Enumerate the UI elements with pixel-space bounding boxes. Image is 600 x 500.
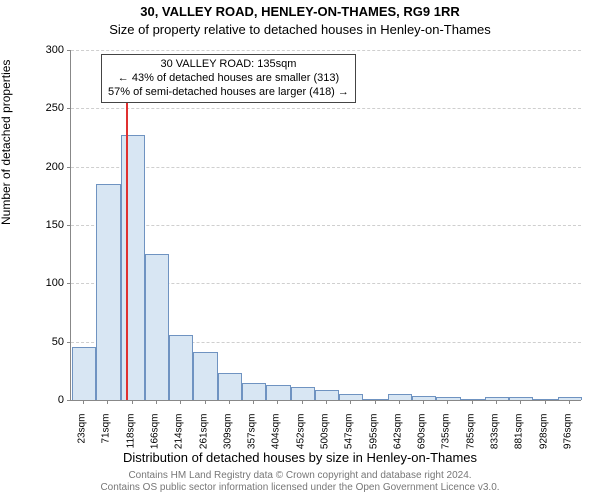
y-tick-mark: [67, 283, 71, 284]
x-tick-mark: [277, 400, 278, 404]
y-axis-label: Number of detached properties: [0, 60, 13, 225]
x-tick-mark: [180, 400, 181, 404]
y-tick-mark: [67, 108, 71, 109]
x-tick-label: 928sqm: [538, 414, 549, 462]
x-tick-label: 452sqm: [295, 414, 306, 462]
chart-plot-area: 30 VALLEY ROAD: 135sqm ← 43% of detached…: [70, 50, 581, 401]
y-tick-label: 250: [24, 102, 64, 114]
grid-line: [71, 50, 581, 51]
x-tick-label: 595sqm: [368, 414, 379, 462]
x-tick-mark: [375, 400, 376, 404]
x-tick-mark: [545, 400, 546, 404]
x-tick-label: 261sqm: [198, 414, 209, 462]
x-tick-mark: [107, 400, 108, 404]
y-tick-label: 100: [24, 277, 64, 289]
y-tick-mark: [67, 167, 71, 168]
x-tick-label: 881sqm: [514, 414, 525, 462]
footer-line2: Contains OS public sector information li…: [0, 482, 600, 494]
x-tick-label: 690sqm: [417, 414, 428, 462]
x-tick-label: 642sqm: [392, 414, 403, 462]
x-tick-mark: [520, 400, 521, 404]
x-tick-mark: [205, 400, 206, 404]
annotation-box: 30 VALLEY ROAD: 135sqm ← 43% of detached…: [101, 54, 356, 103]
x-tick-mark: [83, 400, 84, 404]
y-tick-label: 50: [24, 336, 64, 348]
x-tick-label: 735sqm: [441, 414, 452, 462]
x-tick-label: 547sqm: [344, 414, 355, 462]
y-tick-mark: [67, 225, 71, 226]
y-tick-mark: [67, 342, 71, 343]
x-tick-label: 166sqm: [150, 414, 161, 462]
y-tick-mark: [67, 400, 71, 401]
x-tick-mark: [423, 400, 424, 404]
annotation-line2: ← 43% of detached houses are smaller (31…: [108, 72, 349, 86]
x-tick-mark: [472, 400, 473, 404]
annotation-line1: 30 VALLEY ROAD: 135sqm: [108, 58, 349, 72]
x-tick-label: 976sqm: [562, 414, 573, 462]
y-tick-label: 200: [24, 161, 64, 173]
bar: [242, 383, 266, 400]
x-tick-mark: [302, 400, 303, 404]
x-tick-mark: [399, 400, 400, 404]
y-tick-mark: [67, 50, 71, 51]
bar: [193, 352, 217, 400]
chart-subtitle: Size of property relative to detached ho…: [0, 22, 600, 37]
x-tick-mark: [253, 400, 254, 404]
y-tick-label: 0: [24, 394, 64, 406]
x-tick-label: 118sqm: [125, 414, 136, 462]
marker-line: [126, 103, 128, 401]
x-tick-mark: [229, 400, 230, 404]
bar: [96, 184, 120, 400]
y-tick-label: 150: [24, 219, 64, 231]
x-tick-label: 404sqm: [271, 414, 282, 462]
x-tick-label: 833sqm: [490, 414, 501, 462]
bar: [72, 347, 96, 401]
bar: [218, 373, 242, 400]
x-tick-mark: [326, 400, 327, 404]
x-tick-mark: [496, 400, 497, 404]
bar: [315, 390, 339, 400]
footer-line1: Contains HM Land Registry data © Crown c…: [0, 470, 600, 482]
x-tick-mark: [350, 400, 351, 404]
x-tick-label: 500sqm: [320, 414, 331, 462]
y-tick-label: 300: [24, 44, 64, 56]
x-tick-mark: [447, 400, 448, 404]
bar: [169, 335, 193, 400]
x-tick-label: 23sqm: [77, 414, 88, 462]
bar: [145, 254, 169, 400]
bar: [291, 387, 315, 400]
footer: Contains HM Land Registry data © Crown c…: [0, 470, 600, 494]
grid-line: [71, 225, 581, 226]
x-tick-mark: [156, 400, 157, 404]
grid-line: [71, 108, 581, 109]
bar: [266, 385, 290, 400]
chart-title: 30, VALLEY ROAD, HENLEY-ON-THAMES, RG9 1…: [0, 4, 600, 19]
x-tick-label: 214sqm: [174, 414, 185, 462]
bar: [121, 135, 145, 400]
x-tick-label: 71sqm: [101, 414, 112, 462]
x-tick-label: 309sqm: [222, 414, 233, 462]
x-tick-label: 785sqm: [465, 414, 476, 462]
x-tick-label: 357sqm: [247, 414, 258, 462]
grid-line: [71, 167, 581, 168]
x-tick-mark: [132, 400, 133, 404]
annotation-line3: 57% of semi-detached houses are larger (…: [108, 86, 349, 100]
x-tick-mark: [569, 400, 570, 404]
